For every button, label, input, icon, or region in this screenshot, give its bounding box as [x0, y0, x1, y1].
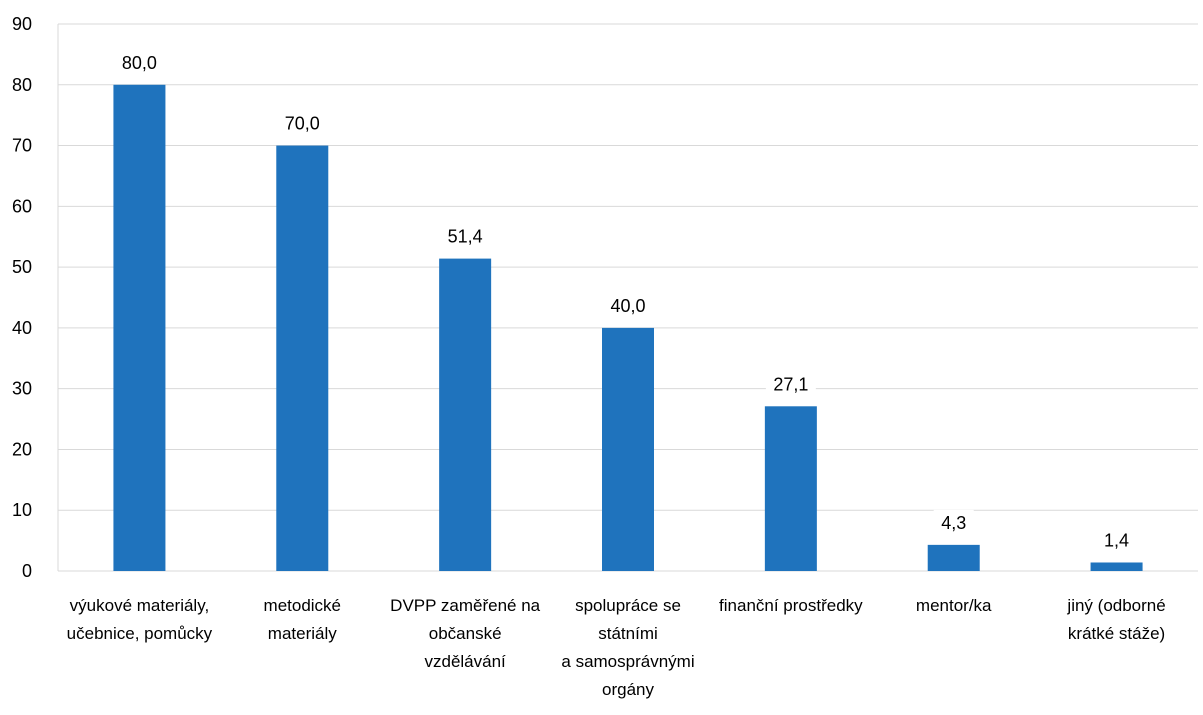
data-label: 40,0: [610, 296, 645, 316]
y-tick-label: 80: [12, 75, 32, 95]
data-label: 51,4: [448, 227, 483, 247]
y-tick-label: 20: [12, 439, 32, 459]
data-label-bg: [440, 223, 491, 250]
y-tick-label: 10: [12, 500, 32, 520]
data-label: 4,3: [941, 513, 966, 533]
bar: [927, 544, 980, 571]
y-tick-label: 0: [22, 561, 32, 581]
y-tick-label: 60: [12, 196, 32, 216]
data-labels: 80,0 70,0 51,4 40,0 27,1 4,3 1,4: [114, 49, 1137, 554]
data-label-bg: [603, 292, 653, 319]
x-category-label: DVPP zaměřené na občanské vzdělávání: [390, 596, 540, 671]
bar: [764, 406, 817, 571]
x-category-label: mentor/ka: [916, 596, 992, 615]
x-category-label: metodické materiály: [264, 596, 341, 643]
data-label-bg: [114, 49, 165, 76]
y-tick-label: 30: [12, 379, 32, 399]
data-label: 27,1: [773, 374, 808, 394]
y-tick-label: 40: [12, 318, 32, 338]
data-label-bg: [933, 509, 974, 536]
x-category-label: finanční prostředky: [719, 596, 863, 615]
bar: [1090, 562, 1143, 571]
data-label: 1,4: [1104, 530, 1129, 550]
y-tick-label: 90: [12, 14, 32, 34]
data-label: 80,0: [122, 53, 157, 73]
data-label-bg: [1096, 527, 1137, 554]
bars: [113, 84, 1143, 572]
bar: [276, 145, 329, 572]
data-label-bg: [765, 371, 816, 398]
data-label: 70,0: [285, 114, 320, 134]
x-category-label: výukové materiály, učebnice, pomůcky: [67, 596, 213, 643]
data-label-bg: [277, 110, 328, 137]
bar: [113, 84, 166, 572]
x-category-label: spolupráce se státními a samosprávnými orgá…: [561, 596, 694, 699]
y-tick-label: 50: [12, 257, 32, 277]
bar: [602, 327, 654, 571]
y-axis-ticks: 0 10 20 30 40 50 60 70 80 90: [12, 14, 32, 581]
y-tick-label: 70: [12, 136, 32, 156]
bar: [439, 258, 492, 571]
x-axis-labels: výukové materiály, učebnice, pomůcky metod…: [67, 596, 1166, 699]
x-category-label: jiný (odborné krátké stáže): [1066, 596, 1165, 643]
